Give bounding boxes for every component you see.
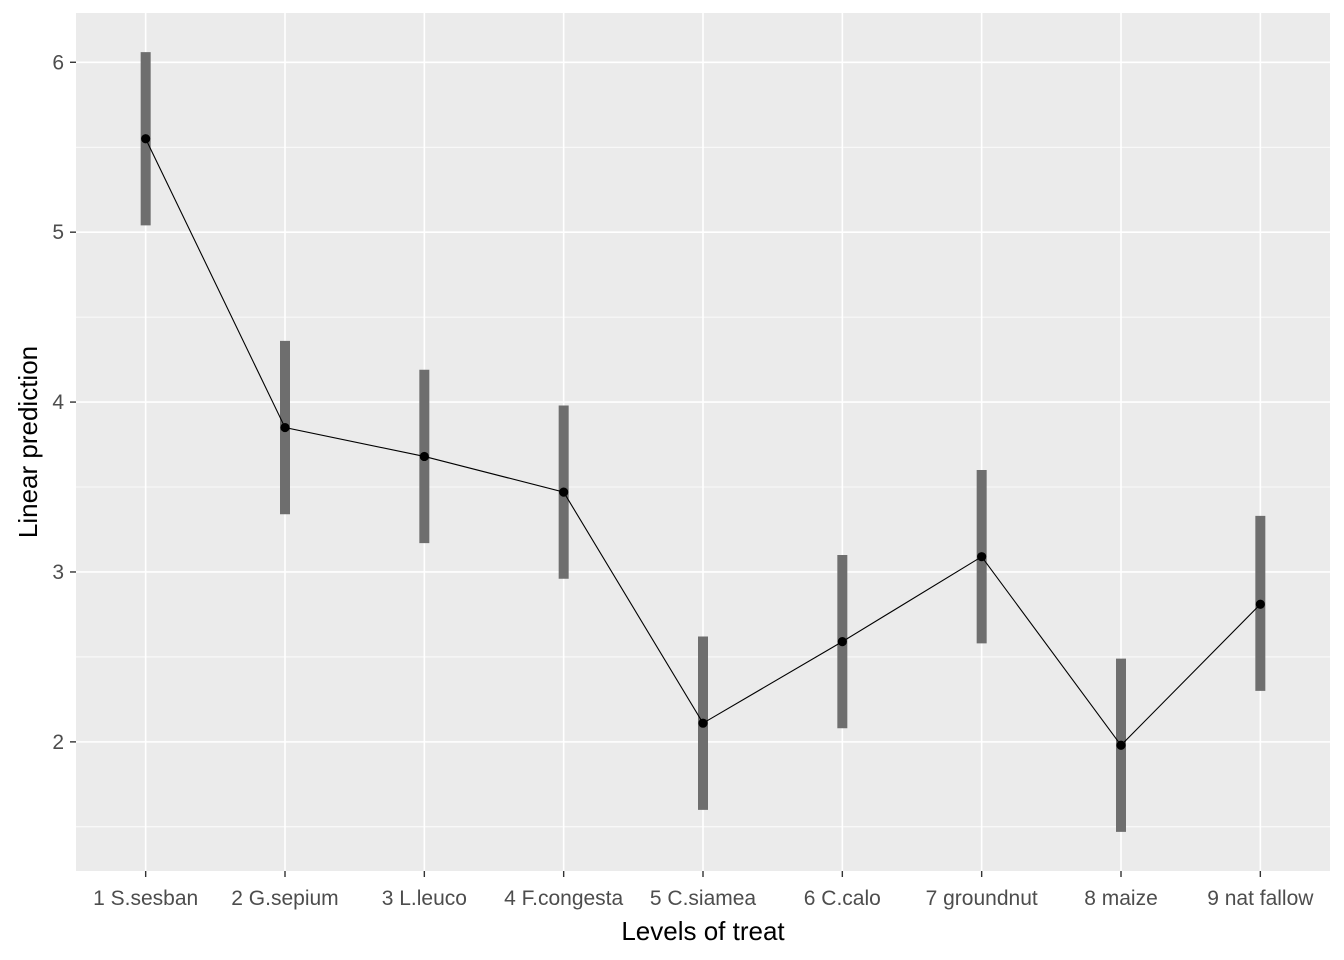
prediction-points <box>141 134 1265 750</box>
x-tick-label: 4 F.congesta <box>504 887 623 910</box>
x-tick-label: 5 C.siamea <box>650 887 757 910</box>
prediction-point <box>559 487 569 497</box>
y-tick-label: 5 <box>52 221 64 244</box>
prediction-point <box>1255 599 1265 609</box>
x-tick-label: 9 nat fallow <box>1207 887 1314 910</box>
prediction-point <box>698 718 708 728</box>
y-axis: 2 3 4 5 6 <box>52 51 76 754</box>
prediction-point <box>419 451 429 462</box>
prediction-point <box>1116 740 1126 750</box>
prediction-point <box>977 552 987 562</box>
y-tick-label: 4 <box>52 391 64 414</box>
x-axis: 1 S.sesban 2 G.sepium 3 L.leuco 4 F.congest… <box>93 871 1314 910</box>
y-tick-label: 2 <box>52 731 64 754</box>
prediction-point <box>837 637 847 647</box>
y-tick-label: 6 <box>52 51 64 74</box>
x-axis-title: Levels of treat <box>621 916 785 946</box>
x-tick-label: 2 G.sepium <box>231 887 338 910</box>
x-tick-label: 1 S.sesban <box>93 887 198 910</box>
prediction-point <box>280 422 290 433</box>
x-tick-label: 8 maize <box>1084 887 1158 910</box>
x-tick-label: 3 L.leuco <box>382 887 467 910</box>
y-tick-label: 3 <box>52 561 64 584</box>
y-axis-title: Linear prediction <box>13 346 43 538</box>
x-tick-label: 6 C.calo <box>804 887 881 910</box>
prediction-point <box>141 134 151 144</box>
x-tick-label: 7 groundnut <box>926 887 1038 910</box>
